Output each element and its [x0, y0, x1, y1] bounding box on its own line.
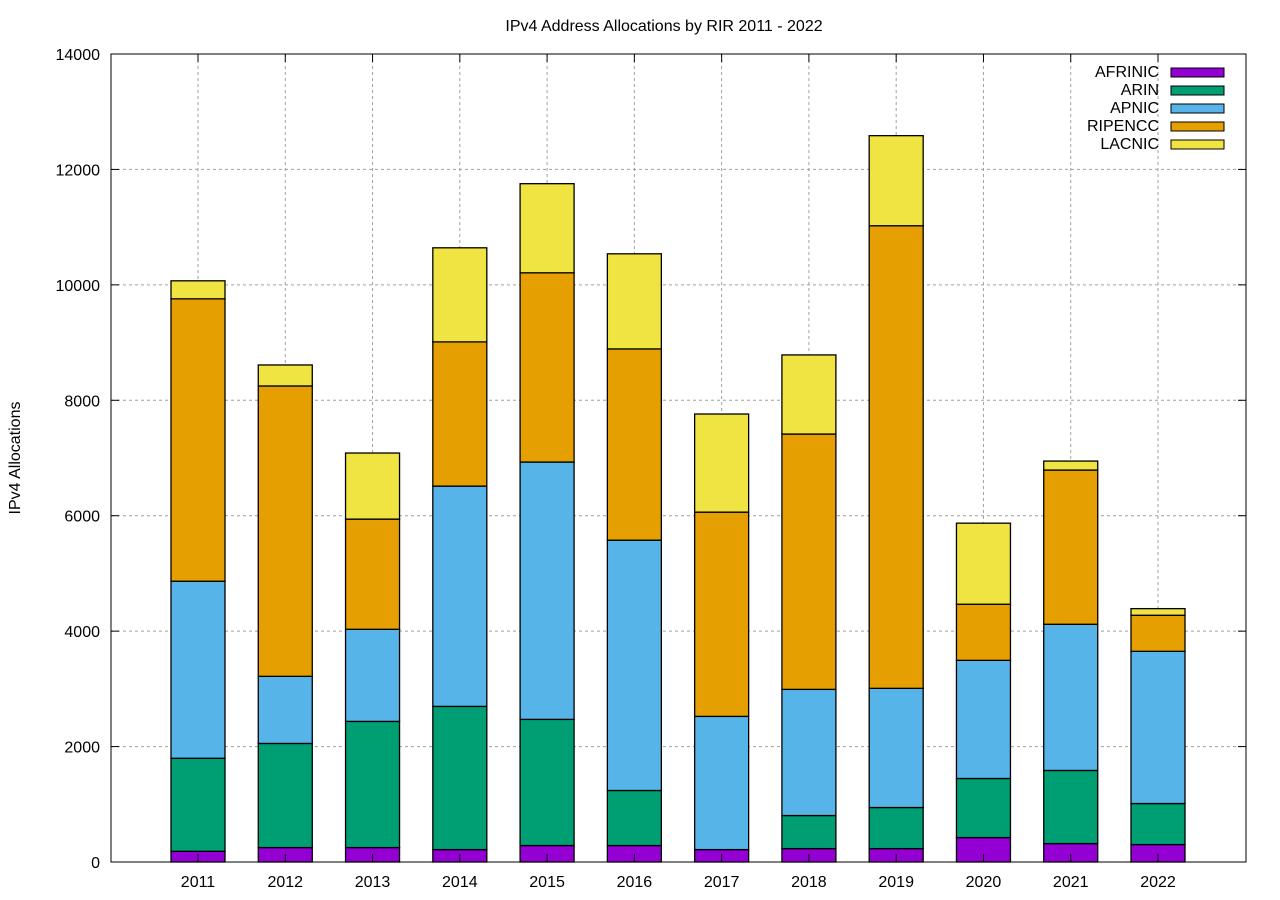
bar-stack-2011	[170, 280, 226, 863]
legend-label: LACNIC	[1100, 136, 1159, 153]
bar-segment-lacnic-2020	[955, 522, 1012, 605]
x-tick-label: 2021	[1053, 874, 1089, 891]
bar-stack-2020	[955, 522, 1012, 863]
legend-swatch-afrinic	[1170, 67, 1225, 78]
bar-stack-2019	[868, 135, 924, 863]
bar-segment-lacnic-2012	[257, 364, 313, 387]
bar-segment-arin-2021	[1043, 769, 1099, 845]
legend-swatch-lacnic	[1170, 139, 1225, 150]
bar-segment-lacnic-2014	[432, 247, 488, 343]
bar-segment-arin-2018	[781, 814, 837, 850]
bar-segment-arin-2011	[170, 757, 226, 852]
legend-swatch-arin	[1170, 85, 1225, 96]
x-tick-label: 2018	[791, 874, 827, 891]
x-axis: 2011 2012 2013 2014 2015 2016 2017 2018 2019 2020…	[181, 54, 1176, 891]
y-tick-label: 2000	[64, 740, 100, 757]
bar-segment-apnic-2013	[344, 628, 401, 723]
bar-stack-2014	[432, 247, 488, 863]
bar-segment-arin-2022	[1130, 802, 1186, 846]
bar-stack-2018	[781, 354, 837, 863]
legend-label: RIPENCC	[1087, 118, 1159, 135]
bar-segment-ripencc-2021	[1043, 469, 1099, 625]
legend-label: AFRINIC	[1095, 64, 1159, 81]
bar-segment-ripencc-2011	[170, 298, 226, 582]
bar-segment-ripencc-2012	[257, 385, 313, 677]
bar-segment-apnic-2020	[955, 659, 1012, 780]
bar-segment-ripencc-2016	[606, 348, 663, 541]
bars-group	[170, 135, 1186, 863]
bar-segment-apnic-2019	[868, 687, 924, 809]
bar-segment-ripencc-2020	[955, 603, 1012, 661]
x-tick-label: 2011	[181, 874, 216, 891]
bar-stack-2012	[257, 364, 313, 863]
bar-segment-lacnic-2019	[868, 135, 924, 227]
bar-segment-arin-2014	[432, 705, 488, 851]
bar-segment-arin-2020	[955, 777, 1012, 839]
bar-segment-lacnic-2013	[344, 452, 401, 520]
x-tick-label: 2016	[617, 874, 653, 891]
bar-segment-apnic-2018	[781, 688, 837, 817]
chart-title: IPv4 Address Allocations by RIR 2011 - 2…	[505, 18, 822, 35]
bar-segment-ripencc-2014	[432, 341, 488, 487]
legend-swatch-apnic	[1170, 103, 1225, 114]
bar-segment-lacnic-2015	[519, 183, 575, 274]
bar-segment-lacnic-2017	[693, 413, 750, 513]
bar-segment-apnic-2014	[432, 485, 488, 708]
bar-segment-lacnic-2021	[1043, 460, 1099, 471]
x-tick-label: 2013	[355, 874, 391, 891]
bar-segment-arin-2019	[868, 806, 924, 850]
bar-stack-2015	[519, 183, 575, 863]
legend-swatch-ripencc	[1170, 121, 1225, 132]
bar-stack-2021	[1043, 460, 1099, 863]
x-tick-label: 2020	[966, 874, 1002, 891]
x-tick-label: 2014	[442, 874, 478, 891]
y-tick-label: 0	[91, 855, 100, 872]
x-tick-label: 2012	[267, 874, 303, 891]
bar-segment-apnic-2016	[606, 539, 663, 792]
bar-segment-ripencc-2015	[519, 272, 575, 463]
plot-frame	[110, 53, 1247, 863]
bar-stack-2013	[344, 452, 401, 863]
legend-label: APNIC	[1110, 100, 1159, 117]
bar-segment-apnic-2017	[693, 715, 750, 851]
bar-segment-apnic-2022	[1130, 650, 1186, 805]
y-tick-label: 12000	[56, 162, 101, 179]
bar-segment-apnic-2011	[170, 580, 226, 759]
y-tick-label: 14000	[56, 47, 101, 64]
bar-segment-ripencc-2022	[1130, 614, 1186, 652]
bar-segment-apnic-2021	[1043, 623, 1099, 772]
bar-stack-2017	[693, 413, 750, 863]
bar-segment-ripencc-2018	[781, 433, 837, 691]
x-tick-label: 2019	[878, 874, 914, 891]
y-axis: 0 2000 4000 6000 8000 10000 12000 14000	[56, 47, 1246, 872]
bar-segment-ripencc-2013	[344, 518, 401, 630]
y-tick-label: 10000	[56, 278, 101, 295]
x-tick-label: 2022	[1140, 874, 1176, 891]
y-tick-label: 4000	[64, 624, 100, 641]
legend-label: ARIN	[1121, 82, 1159, 99]
x-tick-label: 2017	[704, 874, 740, 891]
bar-segment-lacnic-2011	[170, 280, 226, 300]
bar-stack-2022	[1130, 607, 1186, 863]
y-tick-label: 8000	[64, 393, 100, 410]
bar-stack-2016	[606, 253, 663, 863]
bar-segment-lacnic-2016	[606, 253, 663, 350]
bar-segment-ripencc-2017	[693, 511, 750, 718]
bar-segment-lacnic-2022	[1130, 607, 1186, 616]
x-tick-label: 2015	[529, 874, 565, 891]
bar-segment-apnic-2012	[257, 675, 313, 745]
bar-segment-lacnic-2018	[781, 354, 837, 435]
bar-segment-apnic-2015	[519, 461, 575, 721]
bar-segment-ripencc-2019	[868, 225, 924, 689]
bar-segment-arin-2016	[606, 789, 663, 847]
y-tick-label: 6000	[64, 509, 100, 526]
bar-segment-arin-2012	[257, 742, 313, 849]
y-axis-label: IPv4 Allocations	[7, 402, 24, 515]
bar-segment-arin-2015	[519, 718, 575, 847]
bar-segment-arin-2013	[344, 720, 401, 849]
